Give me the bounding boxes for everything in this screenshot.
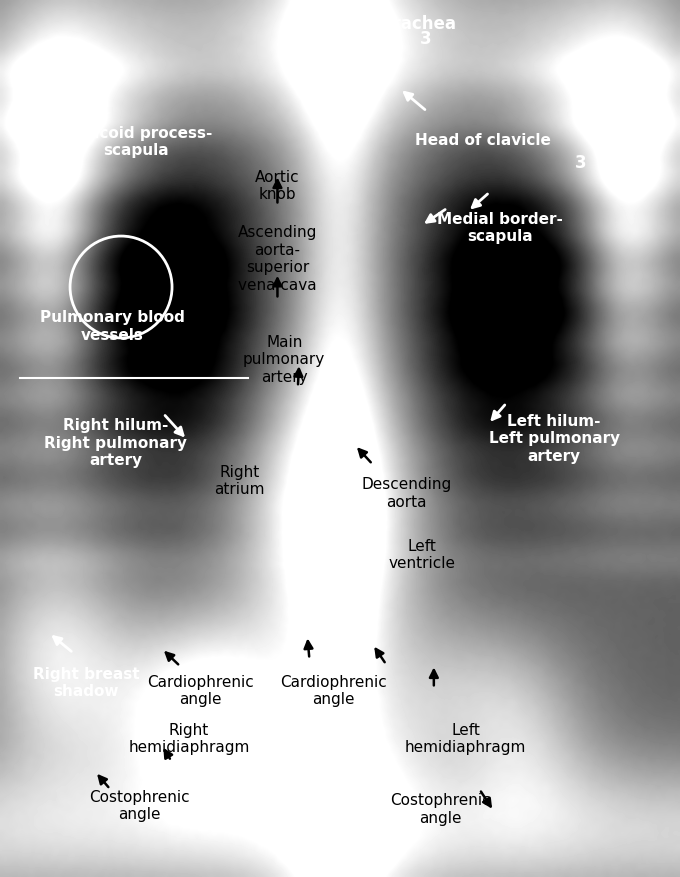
Text: Left hilum-
Left pulmonary
artery: Left hilum- Left pulmonary artery <box>489 414 619 463</box>
Text: Costophrenic
angle: Costophrenic angle <box>89 789 190 821</box>
Text: Pulmonary blood
vessels: Pulmonary blood vessels <box>39 310 185 342</box>
Text: 3: 3 <box>575 154 586 172</box>
Text: Trachea: Trachea <box>384 15 457 32</box>
Text: Left
hemidiaphragm: Left hemidiaphragm <box>405 723 526 754</box>
Text: Main
pulmonary
artery: Main pulmonary artery <box>243 335 325 384</box>
Text: Head of clavicle: Head of clavicle <box>415 132 551 148</box>
Text: Right hilum-
Right pulmonary
artery: Right hilum- Right pulmonary artery <box>44 418 187 467</box>
Text: Right breast
shadow: Right breast shadow <box>33 667 139 698</box>
Text: Right
atrium: Right atrium <box>214 465 265 496</box>
Text: Costophrenic
angle: Costophrenic angle <box>390 793 491 824</box>
Text: Medial border-
scapula: Medial border- scapula <box>437 212 563 244</box>
Text: Cardiophrenic
angle: Cardiophrenic angle <box>280 674 386 706</box>
Text: Aortic
knob: Aortic knob <box>255 170 300 202</box>
Text: 3: 3 <box>420 30 432 47</box>
Text: Coracoid process-
scapula: Coracoid process- scapula <box>60 126 212 158</box>
Text: Ascending
aorta-
superior
vena cava: Ascending aorta- superior vena cava <box>238 225 317 292</box>
Text: Cardiophrenic
angle: Cardiophrenic angle <box>148 674 254 706</box>
Text: Left
ventricle: Left ventricle <box>388 538 455 570</box>
Text: Descending
aorta: Descending aorta <box>362 477 452 509</box>
Text: Right
hemidiaphragm: Right hemidiaphragm <box>129 723 250 754</box>
